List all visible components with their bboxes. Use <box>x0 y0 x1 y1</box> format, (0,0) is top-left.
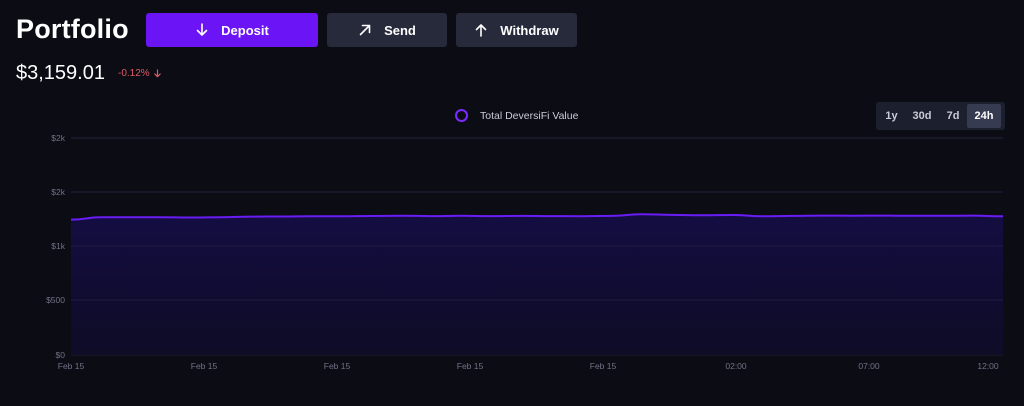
range-7d[interactable]: 7d <box>946 110 960 122</box>
range-1y[interactable]: 1y <box>885 110 898 122</box>
x-tick-label: Feb 15 <box>191 361 218 371</box>
time-range-selector: 1y 30d 7d 24h <box>876 102 1005 130</box>
x-tick-label: 12:00 <box>977 361 999 371</box>
portfolio-balance: $3,159.01 <box>16 62 105 84</box>
x-tick-label: Feb 15 <box>58 361 85 371</box>
range-30d[interactable]: 30d <box>912 110 932 122</box>
y-tick-label: $2k <box>51 187 65 197</box>
balance-change: -0.12% <box>118 68 162 79</box>
deposit-button[interactable]: Deposit <box>146 13 318 47</box>
x-tick-label: Feb 15 <box>324 361 351 371</box>
x-tick-label: Feb 15 <box>590 361 617 371</box>
y-tick-label: $2k <box>51 133 65 143</box>
series-line <box>70 213 1004 221</box>
y-tick-label: $1k <box>51 241 65 251</box>
x-tick-label: 07:00 <box>858 361 880 371</box>
balance-change-value: -0.12% <box>118 68 150 79</box>
arrow-up-right-icon <box>359 24 371 36</box>
page-title: Portfolio <box>16 14 129 44</box>
x-tick-label: 02:00 <box>725 361 747 371</box>
legend-marker <box>455 109 468 122</box>
y-tick-label: $0 <box>56 350 66 360</box>
series-area <box>71 214 1003 355</box>
deposit-label: Deposit <box>221 22 269 38</box>
withdraw-button[interactable]: Withdraw <box>456 13 577 47</box>
arrow-down-icon <box>153 69 161 78</box>
range-24h[interactable]: 24h <box>967 104 1001 128</box>
arrow-down-icon <box>196 23 208 36</box>
y-tick-label: $500 <box>46 295 65 305</box>
send-button[interactable]: Send <box>327 13 447 47</box>
legend-label: Total DeversiFi Value <box>480 109 579 122</box>
withdraw-label: Withdraw <box>500 22 559 38</box>
send-label: Send <box>384 22 416 38</box>
x-tick-label: Feb 15 <box>457 361 484 371</box>
portfolio-value-chart[interactable]: $0 $500 $1k $2k $2k Feb 15 Feb 15 Feb 15 Feb 15 F… <box>0 130 1024 380</box>
arrow-up-icon <box>475 24 487 37</box>
chart-legend[interactable]: Total DeversiFi Value <box>455 109 578 122</box>
